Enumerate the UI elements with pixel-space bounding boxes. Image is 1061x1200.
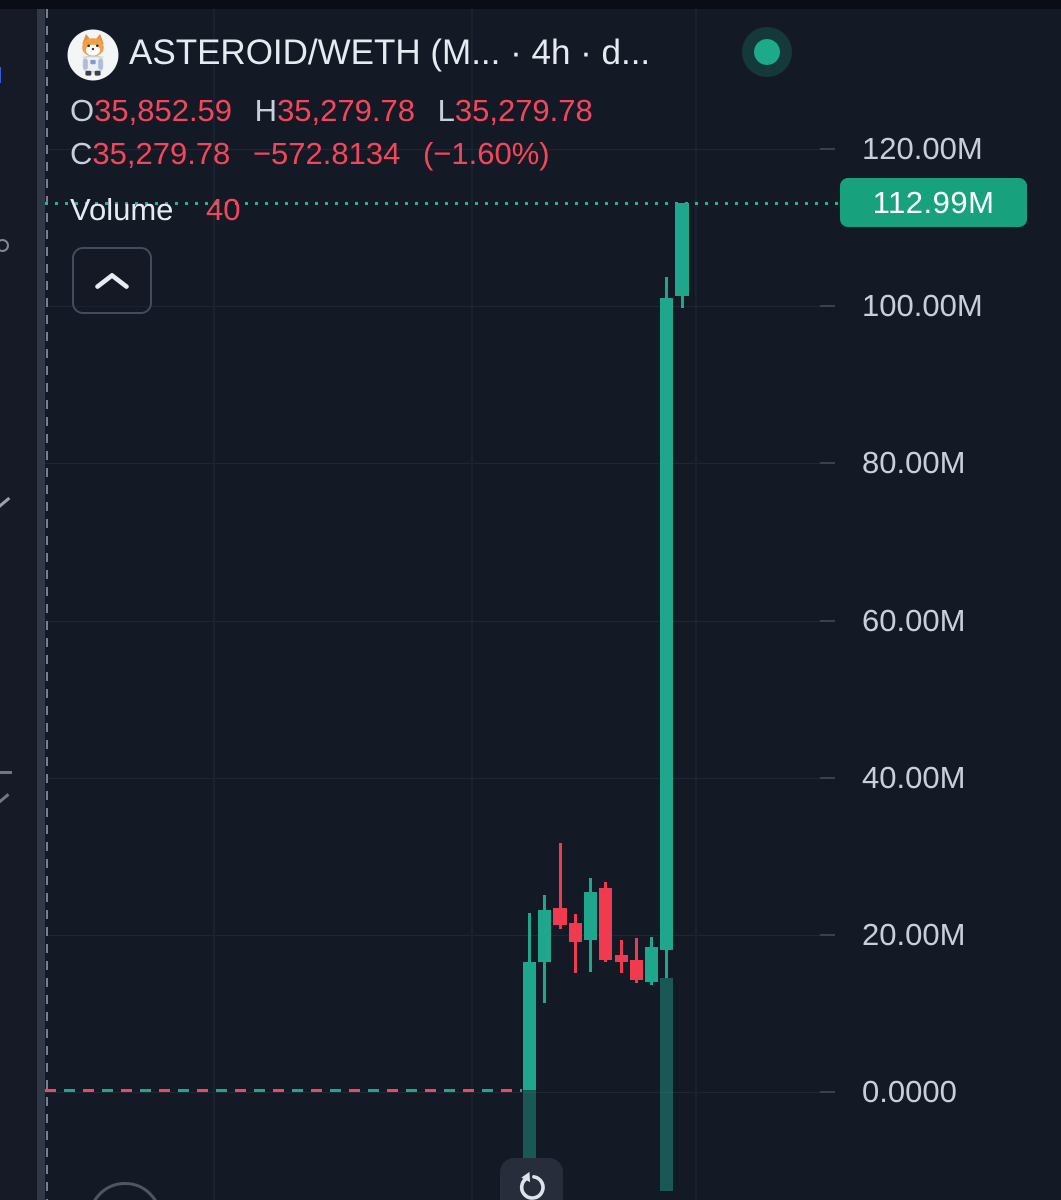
candle-body — [645, 947, 658, 982]
y-axis-tick — [820, 462, 835, 464]
candle-body — [523, 962, 536, 1090]
refresh-icon — [519, 1171, 545, 1200]
y-axis-label: 40.00M — [862, 760, 966, 795]
h-gridline — [45, 778, 820, 779]
candle-wick — [558, 843, 562, 929]
toolbar-icon-fragment — [0, 496, 11, 509]
close-label: C — [70, 136, 93, 171]
y-axis-label: 100.00M — [862, 288, 983, 323]
candle-body — [538, 910, 551, 962]
change-percent: (−1.60%) — [422, 136, 550, 171]
high-label: H — [254, 93, 278, 128]
candle-wick — [528, 913, 531, 962]
reset-chart-button[interactable] — [500, 1158, 563, 1200]
low-value: 35,279.78 — [454, 93, 593, 128]
toolbar-icon-fragment — [0, 793, 10, 804]
ohlc-legend-row: O35,852.59 H35,279.78 L35,279.78 — [70, 93, 593, 129]
open-value: 35,852.59 — [94, 93, 233, 128]
left-toolbar[interactable] — [0, 9, 37, 1200]
volume-column — [660, 978, 673, 1191]
y-axis-tick — [820, 305, 835, 307]
open-label: O — [70, 93, 95, 128]
h-gridline — [45, 621, 820, 622]
market-status-indicator — [742, 27, 792, 77]
candle-body — [569, 923, 582, 942]
candle-body — [553, 908, 567, 925]
volume-legend-row[interactable]: Volume 40 — [70, 192, 241, 228]
high-value: 35,279.78 — [277, 93, 415, 128]
h-gridline — [45, 463, 820, 464]
top-bar — [0, 0, 1061, 9]
y-axis-label: 120.00M — [862, 131, 983, 166]
y-axis-tick — [820, 934, 835, 936]
close-legend-row: C35,279.78 −572.8134 (−1.60%) — [70, 136, 550, 172]
candle-body — [599, 888, 612, 960]
y-axis-tick — [820, 148, 835, 150]
toolbar-icon-fragment — [0, 239, 9, 252]
volume-value: 40 — [206, 192, 241, 227]
change-value: −572.8134 — [252, 136, 401, 171]
toolbar-icon-fragment — [0, 67, 1, 83]
symbol-title[interactable]: ASTEROID/WETH (M... · 4h · d... — [129, 33, 651, 72]
v-gridline — [213, 9, 215, 1200]
volume-last-value-dotted-line — [45, 202, 838, 205]
candle-wick — [574, 914, 577, 973]
h-gridline — [45, 935, 820, 936]
toolbar-icon-fragment — [0, 771, 12, 774]
volume-last-value-badge: 112.99M — [840, 177, 1027, 227]
y-axis-label: 80.00M — [862, 445, 966, 480]
zero-baseline-dashed-line — [45, 1089, 522, 1092]
collapse-pane-button[interactable] — [72, 247, 152, 314]
v-gridline — [695, 9, 697, 1200]
status-dot-icon — [754, 39, 780, 65]
token-logo — [67, 29, 119, 81]
toolbar-divider — [37, 9, 45, 1200]
low-label: L — [437, 93, 455, 128]
y-axis-label: 60.00M — [862, 603, 966, 638]
candle-body — [584, 892, 597, 940]
y-axis-label: 0.0000 — [862, 1074, 957, 1109]
candle-body — [660, 298, 673, 950]
candle-body — [615, 955, 628, 962]
close-value: 35,279.78 — [92, 136, 231, 171]
h-gridline — [45, 149, 820, 150]
volume-label: Volume — [70, 192, 174, 227]
y-axis-label: 20.00M — [862, 917, 966, 952]
h-gridline — [45, 1092, 820, 1093]
candle-body — [675, 203, 689, 296]
v-gridline — [471, 9, 473, 1200]
y-axis-tick — [820, 777, 835, 779]
chart-canvas[interactable] — [45, 9, 1061, 1200]
y-axis-tick — [820, 1091, 835, 1093]
candle-body — [630, 960, 643, 980]
h-gridline — [45, 306, 820, 307]
pane-edge-dashed-line — [46, 9, 48, 1200]
chevron-up-icon — [95, 272, 129, 289]
y-axis-tick — [820, 620, 835, 622]
